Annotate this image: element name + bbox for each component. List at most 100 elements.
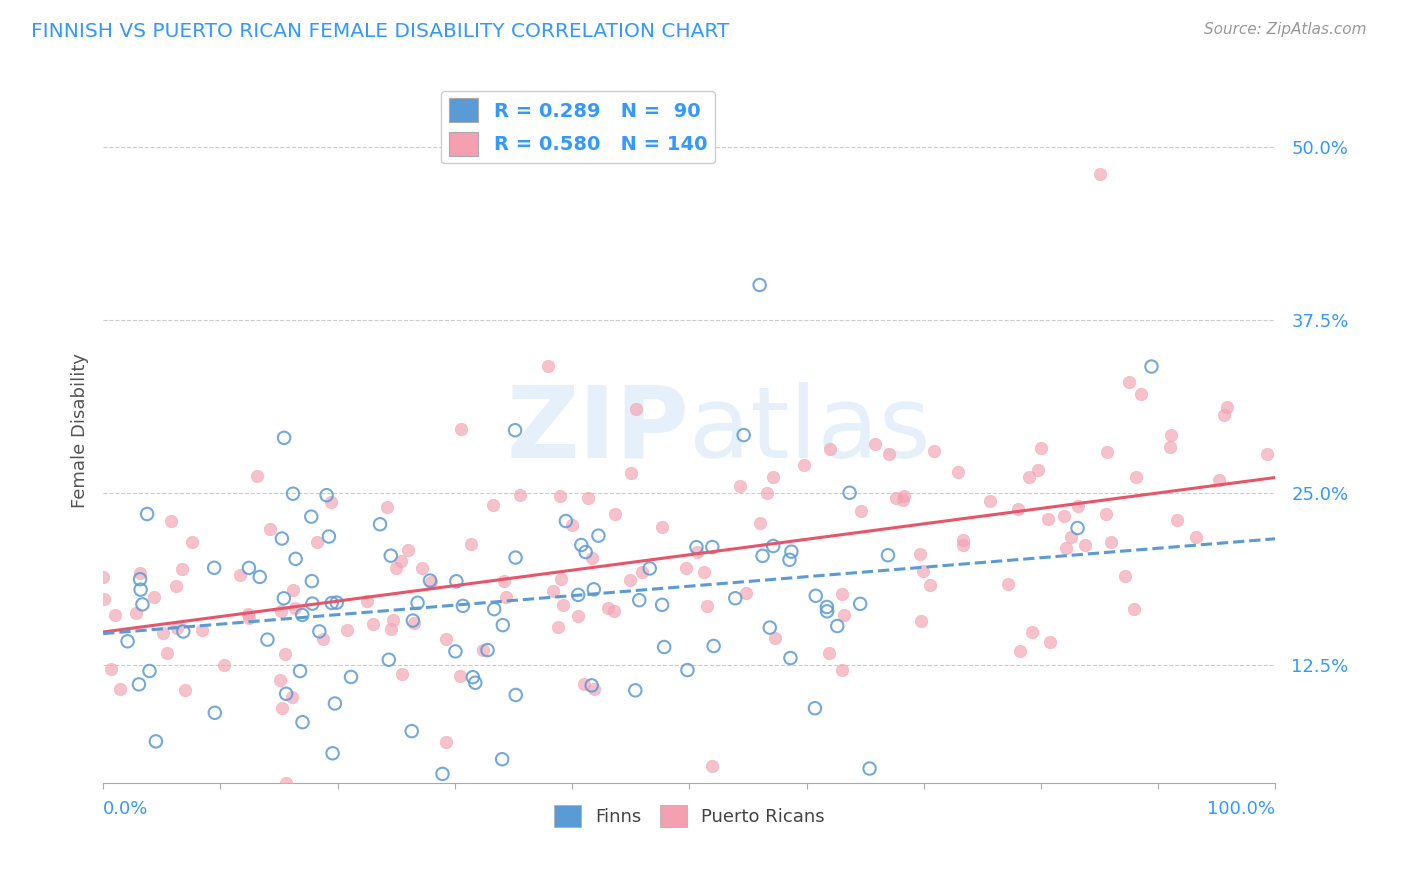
Point <box>884 491 907 505</box>
Point <box>204 706 226 720</box>
Point <box>891 492 914 507</box>
Point <box>432 767 454 781</box>
Point <box>503 423 526 437</box>
Point <box>700 758 723 772</box>
Point <box>567 588 589 602</box>
Point <box>396 543 419 558</box>
Point <box>631 565 654 579</box>
Point <box>804 589 827 603</box>
Point <box>818 442 841 457</box>
Point <box>1007 501 1029 516</box>
Point <box>1067 499 1090 513</box>
Point <box>1129 387 1152 401</box>
Point <box>228 568 250 582</box>
Point <box>692 565 714 579</box>
Point <box>602 604 624 618</box>
Point <box>548 489 571 503</box>
Point <box>751 549 773 563</box>
Point <box>748 277 770 292</box>
Point <box>311 632 333 646</box>
Point <box>675 561 697 575</box>
Point <box>762 470 785 484</box>
Y-axis label: Female Disability: Female Disability <box>72 352 89 508</box>
Point <box>1031 442 1053 456</box>
Point <box>1088 167 1111 181</box>
Point <box>1054 541 1077 555</box>
Point <box>910 614 932 628</box>
Point <box>299 509 322 524</box>
Point <box>1185 530 1208 544</box>
Point <box>696 599 718 613</box>
Point <box>256 632 278 647</box>
Point <box>356 594 378 608</box>
Point <box>93 570 115 584</box>
Point <box>838 485 860 500</box>
Point <box>651 598 673 612</box>
Point <box>779 651 801 665</box>
Point <box>1095 507 1118 521</box>
Point <box>576 491 599 505</box>
Point <box>238 611 260 625</box>
Point <box>249 570 271 584</box>
Point <box>572 677 595 691</box>
Point <box>1018 470 1040 484</box>
Legend: Finns, Puerto Ricans: Finns, Puerto Ricans <box>547 797 832 834</box>
Point <box>385 561 408 575</box>
Point <box>322 746 344 760</box>
Point <box>270 604 292 618</box>
Point <box>291 607 314 622</box>
Point <box>401 724 423 739</box>
Point <box>1010 644 1032 658</box>
Point <box>477 643 499 657</box>
Point <box>273 591 295 606</box>
Point <box>537 359 560 374</box>
Point <box>686 545 709 559</box>
Point <box>1216 400 1239 414</box>
Point <box>419 574 441 588</box>
Point <box>624 683 647 698</box>
Point <box>152 625 174 640</box>
Point <box>319 494 342 508</box>
Point <box>156 646 179 660</box>
Point <box>128 677 150 691</box>
Point <box>291 715 314 730</box>
Point <box>129 582 152 597</box>
Point <box>651 520 673 534</box>
Point <box>702 540 724 554</box>
Point <box>561 517 583 532</box>
Point <box>318 530 340 544</box>
Point <box>1212 408 1234 422</box>
Point <box>100 662 122 676</box>
Text: atlas: atlas <box>689 382 931 479</box>
Point <box>554 514 576 528</box>
Point <box>1039 635 1062 649</box>
Point <box>238 561 260 575</box>
Point <box>446 574 468 589</box>
Point <box>308 624 330 639</box>
Point <box>762 539 785 553</box>
Point <box>1125 470 1147 484</box>
Point <box>581 550 603 565</box>
Point <box>877 548 900 562</box>
Point <box>380 549 402 563</box>
Point <box>979 493 1001 508</box>
Point <box>1060 530 1083 544</box>
Point <box>274 647 297 661</box>
Point <box>281 583 304 598</box>
Point <box>849 597 872 611</box>
Point <box>305 534 328 549</box>
Point <box>325 596 347 610</box>
Point <box>1256 447 1278 461</box>
Point <box>449 669 471 683</box>
Point <box>638 561 661 575</box>
Point <box>724 591 747 606</box>
Point <box>301 597 323 611</box>
Point <box>340 670 363 684</box>
Point <box>165 579 187 593</box>
Point <box>703 639 725 653</box>
Point <box>911 564 934 578</box>
Point <box>214 658 236 673</box>
Point <box>825 619 848 633</box>
Text: ZIP: ZIP <box>506 382 689 479</box>
Point <box>284 552 307 566</box>
